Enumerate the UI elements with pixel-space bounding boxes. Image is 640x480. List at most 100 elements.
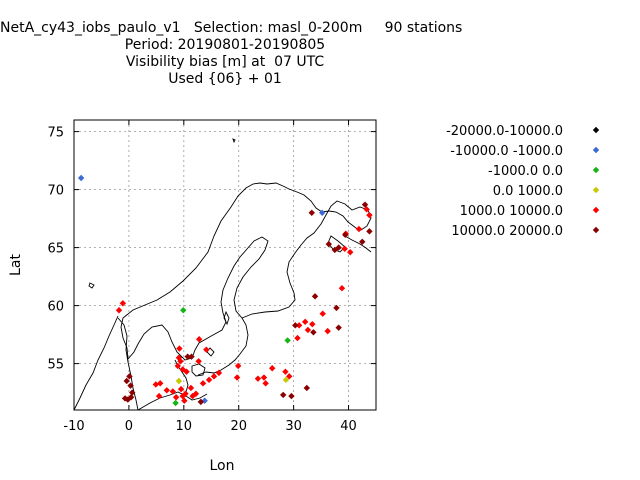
data-point-series-4 (177, 385, 185, 393)
data-point-series-4 (172, 394, 180, 401)
data-point-series-5 (121, 395, 129, 402)
data-point-series-4 (262, 380, 269, 387)
legend-label: 1000.0 10000.0 (460, 204, 563, 219)
data-point-series-5 (288, 392, 295, 400)
data-points (77, 174, 373, 407)
y-tick-label: 65 (47, 242, 64, 257)
data-point-series-5 (303, 384, 311, 392)
data-point-series-4 (346, 249, 354, 256)
data-point-series-4 (119, 300, 127, 307)
title-line-3: Visibility bias [m] at 07 UTC (125, 54, 325, 70)
data-point-series-4 (324, 327, 331, 335)
data-point-series-4 (304, 326, 312, 334)
data-point-series-4 (195, 358, 202, 365)
data-point-series-4 (174, 362, 181, 370)
data-point-series-4 (187, 384, 195, 392)
data-point-series-4 (269, 365, 276, 372)
data-point-series-5 (127, 382, 134, 389)
data-point-series-4 (177, 358, 184, 365)
data-point-series-4 (294, 334, 301, 342)
data-point-series-5 (310, 329, 317, 336)
data-point-series-4 (195, 336, 203, 343)
data-point-series-5 (292, 322, 299, 329)
data-point-series-1 (318, 209, 326, 216)
data-point-series-4 (295, 322, 303, 329)
data-point-series-5 (280, 391, 287, 399)
legend-marker (592, 126, 600, 134)
plot-frame (73, 119, 377, 411)
data-point-series-4 (115, 307, 123, 314)
y-tick-label: 55 (47, 358, 64, 373)
legend-label: -20000.0-10000.0 (446, 124, 563, 139)
x-tick-label: 20 (230, 419, 247, 434)
legend-label: -1000.0 0.0 (488, 164, 563, 179)
data-point-series-4 (205, 376, 213, 384)
y-axis-ticks: 55 60 65 70 75 (47, 126, 376, 373)
data-point-series-1 (77, 174, 85, 182)
legend-marker (592, 146, 600, 154)
data-point-series-5 (123, 377, 130, 385)
data-point-series-4 (215, 369, 223, 377)
data-point-series-5 (188, 353, 195, 360)
y-tick-label: 75 (47, 126, 64, 141)
data-point-series-5 (129, 389, 136, 396)
data-point-series-4 (155, 392, 163, 400)
y-axis-label: Lat (8, 254, 24, 276)
data-point-series-4 (210, 373, 218, 380)
data-point-series-3 (175, 377, 183, 385)
coastline-map (73, 138, 372, 411)
data-point-series-4 (338, 285, 346, 292)
data-point-series-4 (233, 374, 241, 381)
legend-label: -10000.0 -1000.0 (450, 144, 563, 159)
grid-lines (73, 120, 376, 410)
data-point-series-4 (341, 245, 348, 252)
data-point-series-4 (203, 346, 210, 353)
data-point-series-5 (197, 398, 205, 406)
data-point-series-5 (335, 324, 342, 331)
legend-marker (592, 206, 600, 214)
data-point-series-4 (234, 362, 242, 370)
legend-marker (592, 186, 600, 194)
legend-marker (592, 226, 600, 234)
data-point-series-5 (325, 240, 332, 248)
data-point-series-4 (286, 373, 293, 380)
data-point-series-2 (284, 337, 291, 344)
data-point-series-5 (359, 238, 366, 245)
data-point-series-4 (301, 318, 309, 326)
title-line-2: Period: 20190801-20190805 (124, 37, 326, 53)
x-tick-label: 10 (176, 419, 193, 434)
data-point-series-4 (260, 374, 268, 381)
legend-marker (592, 166, 600, 174)
data-point-series-4 (355, 225, 363, 233)
data-point-series-4 (157, 380, 164, 387)
x-axis-label: Lon (210, 458, 235, 474)
data-point-series-4 (163, 387, 170, 394)
x-tick-label: 0 (125, 419, 133, 434)
legend-label: 10000.0 20000.0 (451, 224, 563, 239)
data-point-series-4 (179, 366, 186, 373)
data-point-series-5 (124, 396, 132, 403)
data-point-series-5 (184, 353, 191, 360)
data-point-series-4 (254, 375, 262, 382)
data-point-series-5 (308, 209, 315, 216)
x-tick-label: -10 (63, 419, 84, 434)
data-point-series-2 (172, 399, 179, 407)
data-point-series-5 (361, 201, 369, 208)
legend: -20000.0-10000.0 -10000.0 -1000.0 -1000.0 … (446, 124, 600, 239)
data-point-series-5 (333, 304, 340, 312)
x-axis-ticks: -10 0 10 20 30 40 (63, 120, 357, 434)
data-point-series-5 (342, 231, 349, 239)
data-point-series-4 (199, 380, 207, 387)
title-line-1: NetA_cy43_iobs_paulo_v1 Selection: masl_… (0, 20, 463, 36)
data-point-series-4 (366, 211, 373, 219)
data-point-series-4 (189, 392, 196, 400)
x-tick-label: 40 (340, 419, 357, 434)
data-point-series-4 (319, 310, 326, 317)
chart-title: NetA_cy43_iobs_paulo_v1 Selection: masl_… (0, 20, 463, 88)
y-tick-label: 60 (47, 300, 64, 315)
data-point-series-4 (282, 368, 289, 375)
data-point-series-4 (183, 368, 190, 375)
title-line-4: Used {06} + 01 (168, 71, 282, 87)
data-point-series-4 (179, 392, 186, 400)
